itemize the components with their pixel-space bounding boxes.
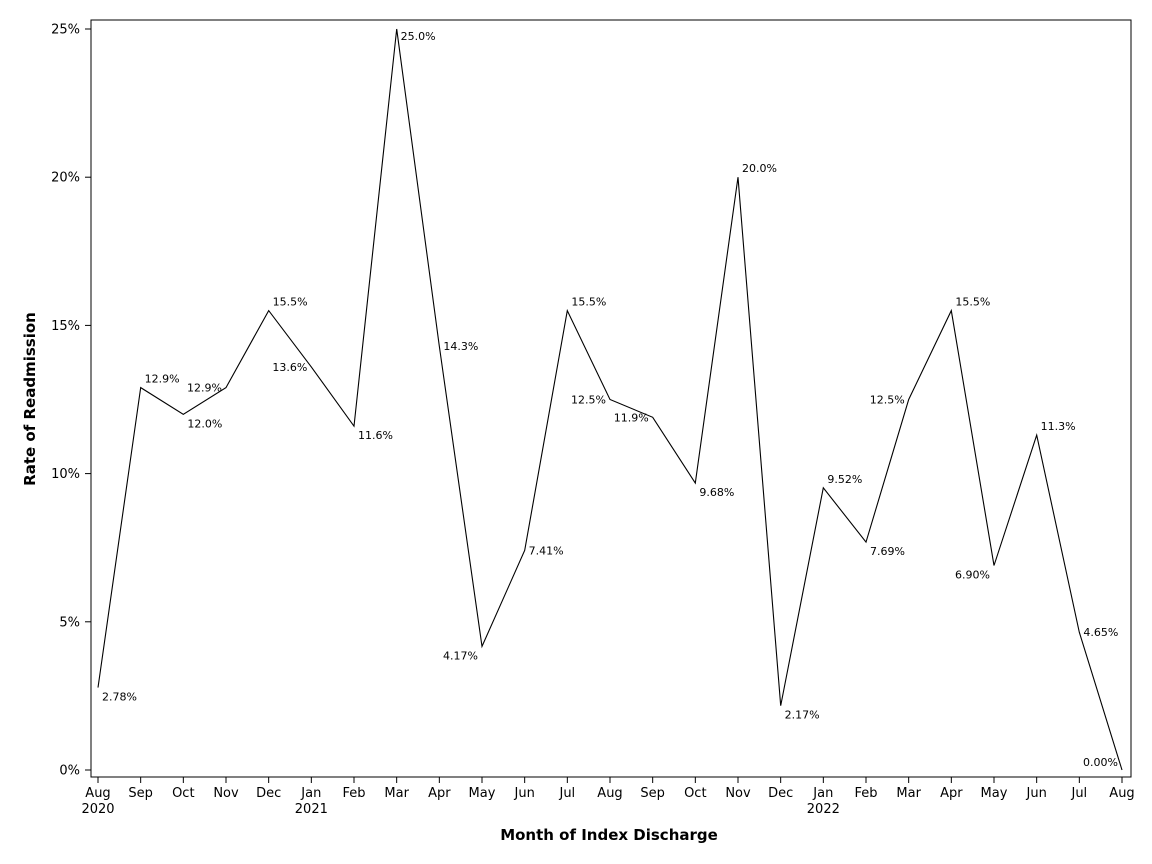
x-tick-label: Mar	[896, 786, 921, 801]
data-label: 7.41%	[529, 544, 564, 557]
x-tick-label: Nov	[725, 786, 751, 801]
data-label: 25.0%	[401, 30, 436, 43]
data-label: 20.0%	[742, 162, 777, 175]
data-label: 12.9%	[187, 382, 222, 395]
data-label: 9.52%	[827, 473, 862, 486]
x-tick-label: Jul	[1070, 786, 1087, 801]
x-tick-label: Jun	[1026, 786, 1047, 801]
x-tick-label: Aug	[1109, 786, 1134, 801]
y-tick-label: 10%	[51, 467, 80, 482]
data-label: 11.6%	[358, 429, 393, 442]
x-tick-label: Aug	[597, 786, 622, 801]
x-tick-label: Mar	[384, 786, 409, 801]
y-axis: 0% 5% 10% 15% 20% 25%	[51, 23, 91, 779]
data-label: 12.5%	[571, 394, 606, 407]
x-tick-label: Dec	[256, 786, 281, 801]
y-tick-label: 5%	[59, 615, 80, 630]
x-tick-label: May	[469, 786, 496, 801]
data-label: 15.5%	[571, 296, 606, 309]
plot-frame	[90, 19, 1132, 778]
data-label: 4.17%	[443, 649, 478, 662]
x-tick-label: Oct	[172, 786, 194, 801]
data-label: 12.9%	[145, 373, 180, 386]
data-label: 9.68%	[699, 486, 734, 499]
data-label: 15.5%	[273, 296, 308, 309]
x-tick-year-label: 2021	[295, 802, 328, 817]
x-tick-label: Nov	[213, 786, 239, 801]
x-tick-label: Jun	[514, 786, 535, 801]
data-label: 15.5%	[955, 296, 990, 309]
data-label: 11.3%	[1041, 420, 1076, 433]
x-tick-label: Jan	[812, 786, 833, 801]
data-label: 14.3%	[443, 340, 478, 353]
y-tick-label: 20%	[51, 171, 80, 186]
x-tick-year-label: 2020	[81, 802, 114, 817]
data-label: 12.5%	[870, 394, 905, 407]
x-tick-label: Sep	[640, 786, 665, 801]
x-axis-title: Month of Index Discharge	[500, 826, 718, 844]
y-tick-label: 15%	[51, 319, 80, 334]
data-label: 6.90%	[955, 568, 990, 581]
data-label: 2.17%	[785, 709, 820, 722]
readmission-rate-line	[97, 28, 1123, 771]
x-tick-label: Apr	[940, 786, 963, 801]
y-tick-label: 0%	[59, 764, 80, 779]
x-tick-label: Sep	[128, 786, 153, 801]
data-label: 4.65%	[1083, 626, 1118, 639]
data-labels: 2.78% 12.9% 12.0% 12.9% 15.5% 13.6% 11.6% 25.0%…	[102, 30, 1118, 769]
x-tick-label: Aug	[85, 786, 110, 801]
x-tick-label: Jan	[300, 786, 321, 801]
x-tick-label: Dec	[768, 786, 793, 801]
x-tick-label: Apr	[428, 786, 451, 801]
data-label: 2.78%	[102, 691, 137, 704]
x-tick-label: Jul	[558, 786, 575, 801]
data-label: 11.9%	[614, 411, 649, 424]
x-tick-label: Feb	[854, 786, 877, 801]
x-tick-label: May	[981, 786, 1008, 801]
data-label: 0.00%	[1083, 756, 1118, 769]
data-label: 13.6%	[272, 361, 307, 374]
data-label: 12.0%	[187, 417, 222, 430]
x-tick-label: Oct	[684, 786, 706, 801]
data-label: 7.69%	[870, 545, 905, 558]
x-tick-label: Feb	[342, 786, 365, 801]
y-axis-title: Rate of Readmission	[21, 312, 39, 486]
y-tick-label: 25%	[51, 23, 80, 38]
x-tick-year-label: 2022	[807, 802, 840, 817]
